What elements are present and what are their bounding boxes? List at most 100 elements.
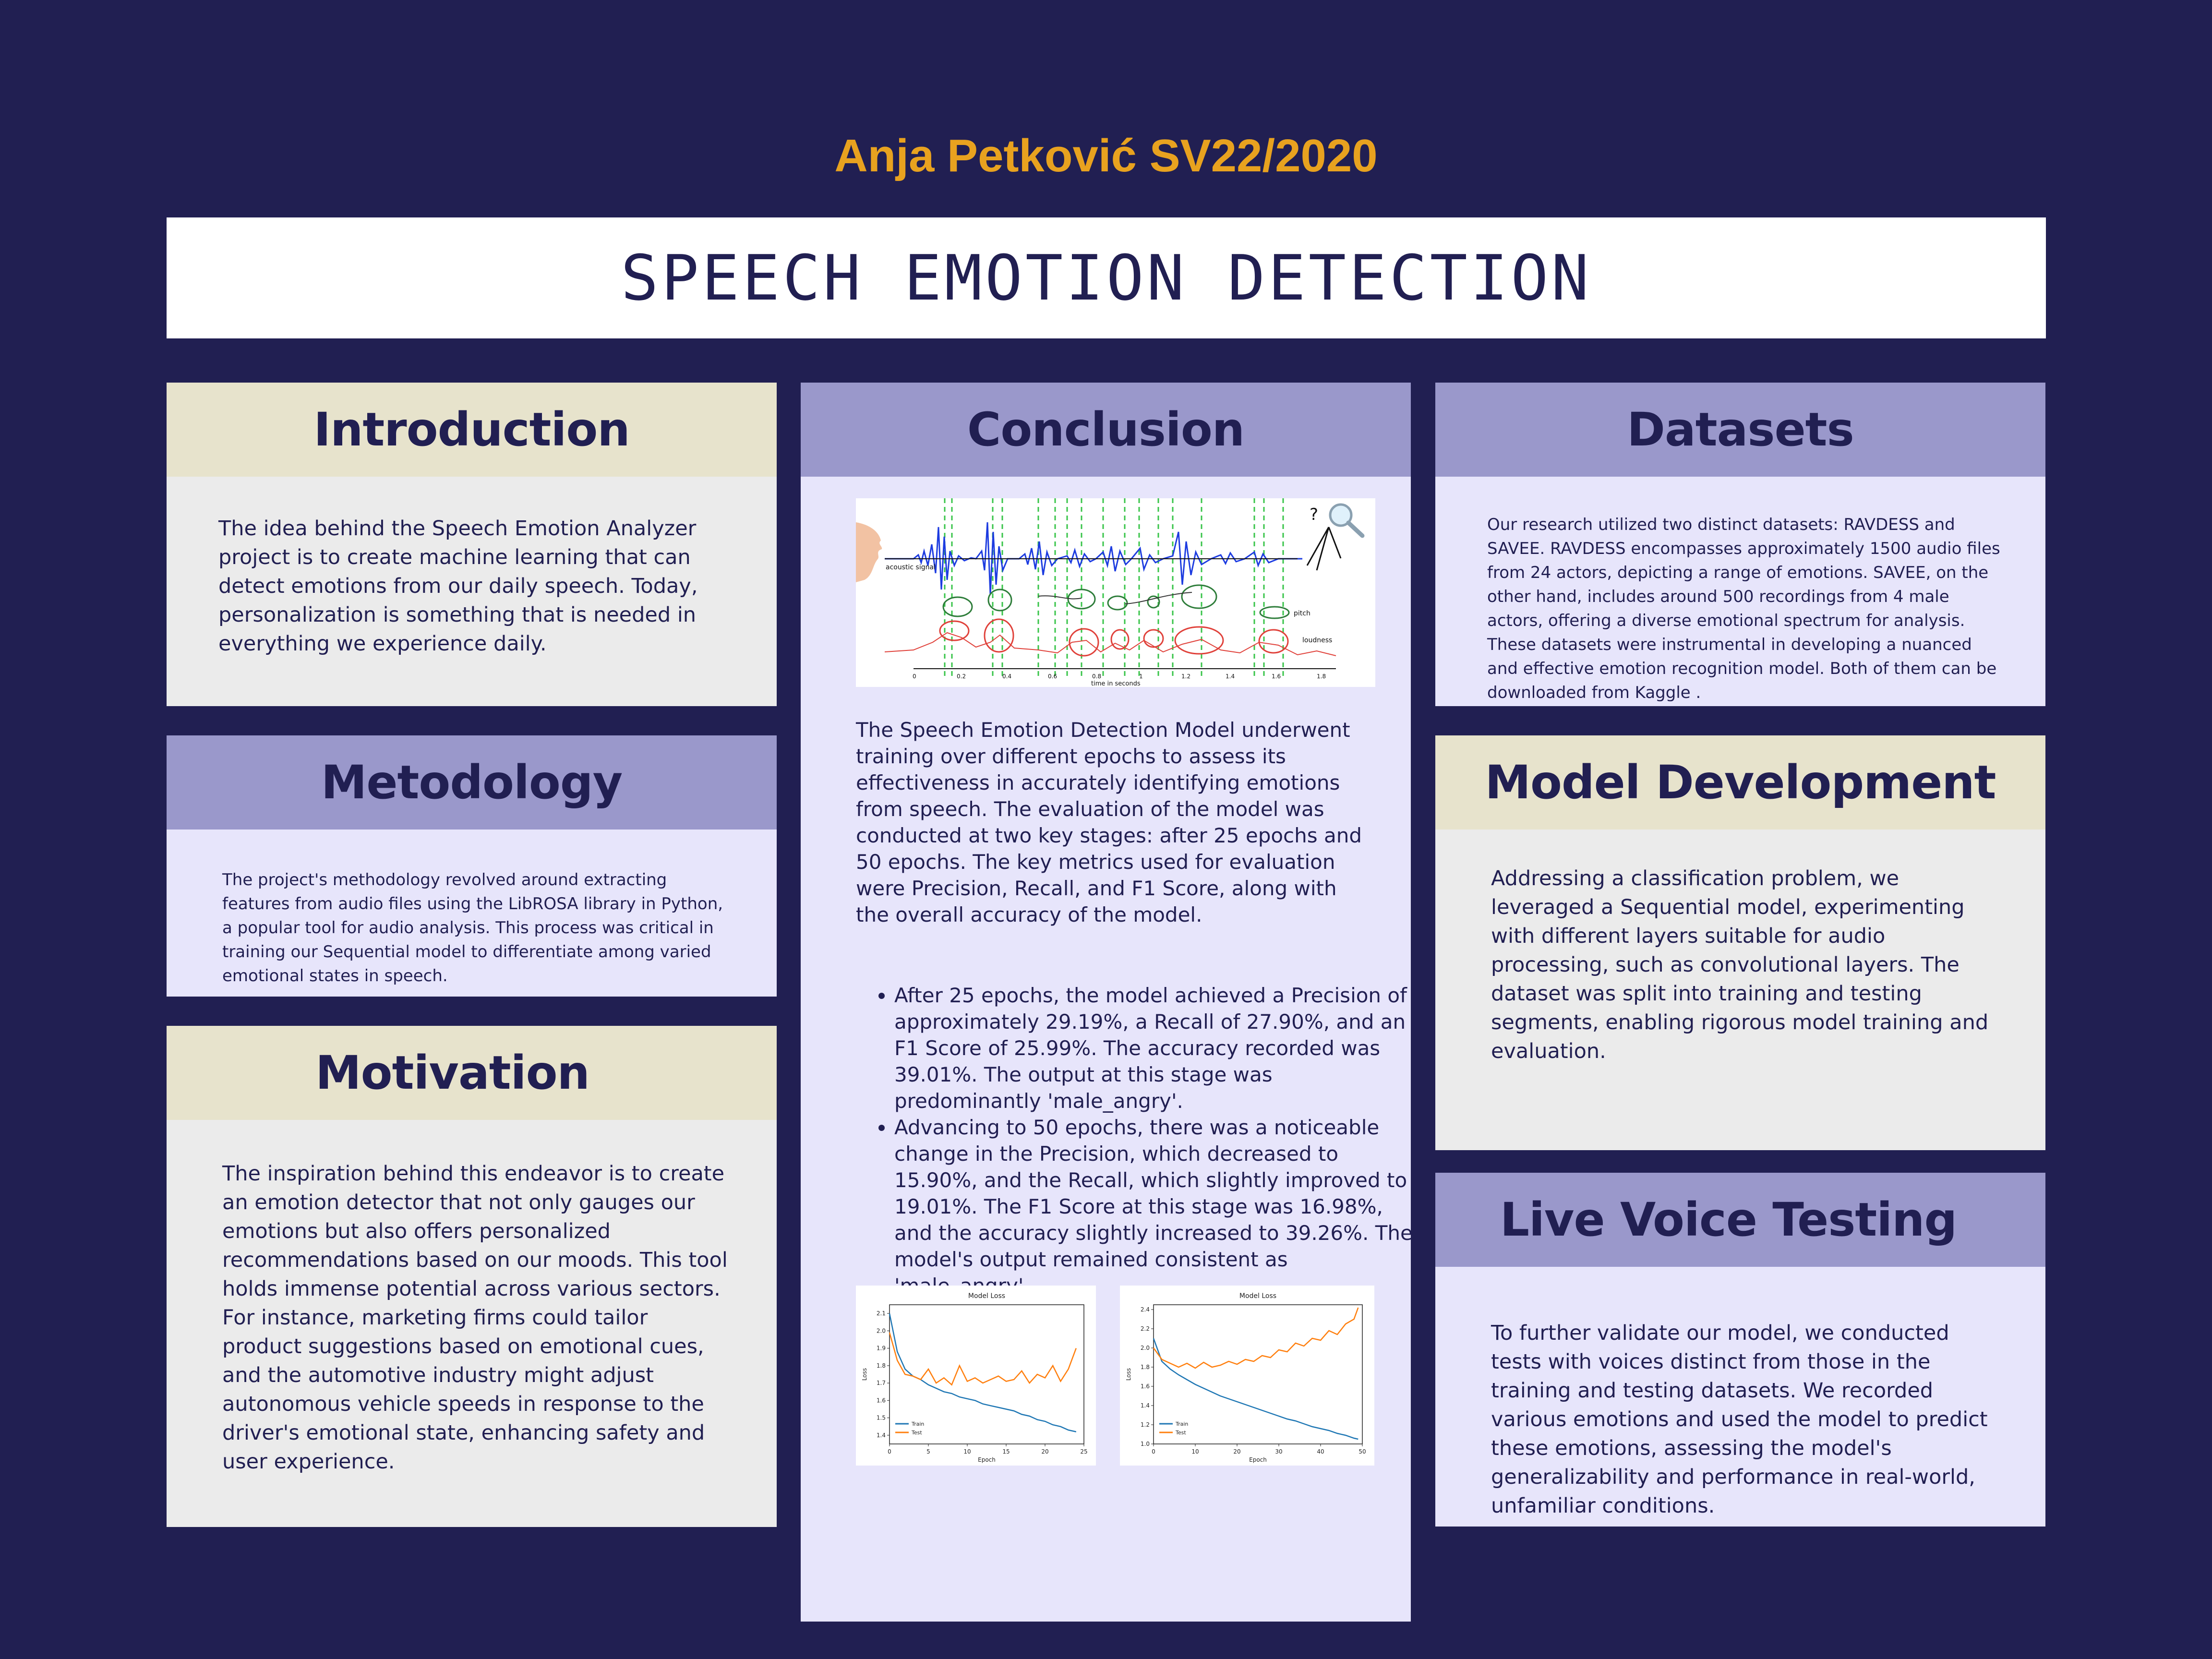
y-tick-label: 2.1 (877, 1310, 886, 1317)
legend-label: Train (1175, 1421, 1188, 1427)
y-tick-label: 1.4 (877, 1432, 886, 1439)
bullet-25-epochs: After 25 epochs, the model achieved a Pr… (894, 982, 1413, 1114)
model-development-body: Addressing a classification problem, we … (1435, 830, 2045, 1150)
svg-text:1.4: 1.4 (1226, 673, 1235, 680)
y-tick-label: 1.2 (1141, 1421, 1150, 1428)
x-axis-label: Epoch (978, 1456, 996, 1463)
motivation-card: Motivation The inspiration behind this e… (167, 1026, 777, 1527)
chart-title: Model Loss (1239, 1292, 1276, 1300)
svg-text:0.8: 0.8 (1092, 673, 1101, 680)
motivation-heading: Motivation (167, 1026, 777, 1120)
y-axis-label: Loss (861, 1368, 868, 1381)
live-testing-body: To further validate our model, we conduc… (1435, 1267, 2045, 1527)
introduction-heading: Introduction (167, 383, 777, 477)
model-development-text: Addressing a classification problem, we … (1491, 866, 1989, 1063)
legend-label: Test (911, 1430, 922, 1436)
live-testing-text: To further validate our model, we conduc… (1491, 1321, 1988, 1518)
y-axis-label: Loss (1125, 1368, 1132, 1381)
methodology-body: The project's methodology revolved aroun… (167, 830, 777, 997)
y-tick-label: 1.5 (877, 1415, 886, 1421)
page-title: SPEECH EMOTION DETECTION (621, 241, 1592, 314)
svg-text:0.4: 0.4 (1002, 673, 1011, 680)
x-tick-label: 50 (1358, 1448, 1366, 1455)
acoustic-waveform (885, 522, 1302, 595)
author-name: Anja Petković SV22/2020 (834, 130, 1378, 181)
introduction-body: The idea behind the Speech Emotion Analy… (167, 477, 777, 706)
series-line-test (1153, 1307, 1359, 1369)
conclusion-body: acoustic signal pitch lo (801, 477, 1413, 1622)
x-tick-label: 10 (963, 1448, 971, 1455)
methodology-heading: Metodology (167, 735, 777, 830)
x-tick-label: 5 (926, 1448, 930, 1455)
legend-label: Train (911, 1421, 924, 1427)
datasets-body: Our research utilized two distinct datas… (1435, 477, 2045, 706)
loss-chart-25: Model Loss 0 5 10 15 20 25 1.4 1.5 1.6 1.7 1.8 1.9 2.… (856, 1286, 1096, 1466)
label-pitch: pitch (1294, 610, 1310, 617)
segment-markers (944, 498, 1284, 676)
y-tick-label: 1.7 (877, 1380, 886, 1386)
x-tick-label: 30 (1275, 1448, 1282, 1455)
y-tick-label: 1.8 (1141, 1364, 1150, 1370)
x-tick-label: 20 (1041, 1448, 1048, 1455)
live-testing-card: Live Voice Testing To further validate o… (1435, 1173, 2045, 1527)
label-time-axis: time in seconds (1091, 680, 1141, 687)
loudness-markers (939, 618, 1289, 657)
model-development-card: Model Development Addressing a classific… (1435, 735, 2045, 1150)
svg-text:0: 0 (913, 673, 916, 680)
loss-chart-50: Model Loss 0 10 20 30 40 50 1.0 1.2 1.4 1.6 1.8 2.0 2… (1120, 1286, 1374, 1466)
y-tick-label: 1.6 (1141, 1383, 1150, 1390)
y-tick-label: 1.9 (877, 1345, 886, 1352)
x-tick-label: 0 (1152, 1448, 1155, 1455)
label-loudness: loudness (1302, 637, 1332, 644)
y-tick-label: 1.0 (1141, 1441, 1150, 1447)
introduction-text: The idea behind the Speech Emotion Analy… (218, 517, 698, 656)
motivation-body: The inspiration behind this endeavor is … (167, 1120, 777, 1527)
datasets-heading: Datasets (1435, 383, 2045, 477)
live-testing-heading: Live Voice Testing (1435, 1173, 2045, 1267)
datasets-card: Datasets Our research utilized two disti… (1435, 383, 2045, 706)
conclusion-card: Conclusion (801, 383, 1413, 1622)
y-tick-label: 2.2 (1141, 1325, 1150, 1332)
methodology-text: The project's methodology revolved aroun… (222, 870, 723, 986)
x-tick-label: 40 (1317, 1448, 1324, 1455)
x-tick-label: 20 (1233, 1448, 1240, 1455)
svg-text:1.2: 1.2 (1181, 673, 1190, 680)
svg-text:0.6: 0.6 (1048, 673, 1057, 680)
face-icon (856, 522, 882, 582)
speech-signal-figure: acoustic signal pitch lo (856, 498, 1375, 687)
y-tick-label: 1.8 (877, 1362, 886, 1369)
conclusion-bullets: After 25 epochs, the model achieved a Pr… (856, 982, 1413, 1299)
y-tick-label: 1.4 (1141, 1402, 1150, 1409)
motivation-text: The inspiration behind this endeavor is … (222, 1162, 728, 1474)
series-line-test (889, 1332, 1077, 1386)
y-tick-label: 1.6 (877, 1397, 886, 1404)
x-tick-label: 25 (1080, 1448, 1087, 1455)
introduction-card: Introduction The idea behind the Speech … (167, 383, 777, 706)
title-banner: SPEECH EMOTION DETECTION (167, 217, 2046, 338)
loss-chart-50-svg: Model Loss 0 10 20 30 40 50 1.0 1.2 1.4 1.6 1.8 2.0 2… (1125, 1292, 1366, 1463)
label-acoustic-signal: acoustic signal (886, 564, 936, 571)
y-tick-label: 2.0 (1141, 1345, 1150, 1351)
x-tick-label: 15 (1002, 1448, 1010, 1455)
conclusion-heading: Conclusion (801, 383, 1411, 477)
speech-signal-svg: acoustic signal pitch lo (856, 498, 1365, 687)
question-mark: ? (1310, 505, 1318, 524)
x-axis-label: Epoch (1249, 1456, 1267, 1463)
plot-area (1153, 1304, 1363, 1444)
pitch-markers (942, 584, 1290, 619)
x-tick-label: 10 (1191, 1448, 1199, 1455)
svg-text:1.8: 1.8 (1317, 673, 1326, 680)
methodology-card: Metodology The project's methodology rev… (167, 735, 777, 997)
loss-chart-25-svg: Model Loss 0 5 10 15 20 25 1.4 1.5 1.6 1.7 1.8 1.9 2.… (861, 1292, 1088, 1463)
svg-text:0.2: 0.2 (957, 673, 966, 680)
bullet-50-epochs: Advancing to 50 epochs, there was a noti… (894, 1114, 1413, 1299)
legend-label: Test (1175, 1430, 1186, 1436)
model-development-heading: Model Development (1435, 735, 2045, 830)
series-line-train (1153, 1338, 1358, 1440)
magnifier-icon (1329, 503, 1365, 538)
time-ticks: 0 0.2 0.4 0.6 0.8 1 1.2 1.4 1.6 1.8 (913, 673, 1326, 680)
conclusion-paragraph: The Speech Emotion Detection Model under… (856, 718, 1362, 926)
chart-title: Model Loss (968, 1292, 1005, 1300)
y-tick-label: 2.4 (1141, 1306, 1150, 1313)
plot-area (889, 1304, 1084, 1444)
